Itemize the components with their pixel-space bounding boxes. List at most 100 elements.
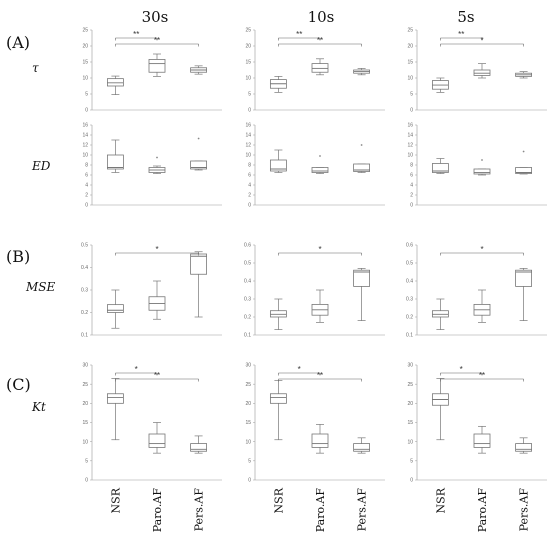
- significance-label: *: [480, 36, 483, 45]
- y-tick-label: 10: [245, 439, 251, 445]
- box-paro-af: [148, 422, 166, 454]
- y-tick-label: 20: [407, 44, 413, 50]
- y-tick-label: 8: [248, 163, 251, 169]
- y-tick-label: 25: [82, 382, 88, 388]
- y-tick-label: 0.3: [244, 297, 251, 303]
- box-iqr: [148, 433, 166, 448]
- y-tick-label: 10: [407, 439, 413, 445]
- category-label-paro-af: Paro.AF: [151, 488, 164, 533]
- y-tick-label: 10: [82, 76, 88, 82]
- box-nsr: [431, 298, 449, 330]
- y-tick-label: 0.4: [244, 279, 251, 285]
- significance-bracket: **: [278, 30, 321, 41]
- y-tick-label: 15: [407, 420, 413, 426]
- row-label-mse: MSE: [25, 280, 56, 294]
- box-nsr: [107, 75, 124, 95]
- box-iqr: [190, 160, 208, 170]
- significance-bracket: **: [440, 30, 483, 41]
- significance-label: **: [154, 371, 160, 380]
- y-tick-label: 0: [85, 203, 88, 209]
- box-paro-af: [311, 289, 329, 323]
- panel-ed-5s: 0 2 4 6 8 10 12 14 16: [407, 123, 547, 209]
- y-tick-label: 0: [248, 203, 251, 209]
- box-iqr: [269, 393, 287, 404]
- category-label-pers-af: Pers.AF: [518, 488, 531, 532]
- y-tick-label: 15: [82, 60, 88, 66]
- significance-bracket: *: [278, 365, 321, 376]
- y-tick-label: 14: [407, 133, 413, 139]
- box-nsr: [431, 77, 449, 93]
- y-tick-label: 15: [82, 420, 88, 426]
- y-tick-label: 5: [410, 92, 413, 98]
- y-tick-label: 30: [407, 363, 413, 369]
- category-labels: NSR Paro.AF Pers.AF NSR Paro.AF Pers.AF NSR Par…: [109, 487, 530, 532]
- box-iqr: [107, 304, 124, 313]
- significance-bracket: **: [278, 36, 362, 47]
- box-iqr: [353, 163, 371, 172]
- box-pers-af: [515, 437, 532, 454]
- box-iqr: [269, 159, 287, 172]
- box-pers-af: [353, 144, 371, 173]
- box-pers-af: [515, 150, 532, 175]
- y-tick-label: 0.3: [406, 297, 413, 303]
- y-tick-label: 4: [410, 183, 413, 189]
- significance-label: *: [318, 245, 321, 254]
- box-pers-af: [353, 437, 371, 454]
- y-tick-label: 0.5: [406, 261, 413, 267]
- y-tick-label: 10: [82, 153, 88, 159]
- y-tick-label: 5: [248, 92, 251, 98]
- y-tick-label: 30: [245, 363, 251, 369]
- box-pers-af: [515, 71, 532, 79]
- section-label-b: (B): [6, 247, 30, 266]
- y-tick-label: 5: [248, 459, 251, 465]
- row-label-kt: Kt: [31, 400, 46, 414]
- significance-bracket: *: [115, 365, 158, 376]
- category-label-nsr: NSR: [272, 487, 285, 513]
- significance-label: **: [296, 30, 302, 39]
- y-tick-label: 6: [85, 173, 88, 179]
- y-tick-label: 10: [82, 439, 88, 445]
- significance-label: *: [298, 365, 301, 374]
- y-tick-label: 0: [410, 478, 413, 484]
- box-nsr: [269, 76, 287, 93]
- box-paro-af: [148, 280, 166, 320]
- category-label-paro-af: Paro.AF: [476, 488, 489, 533]
- panel-mse-30s: 0.1 0.2 0.3 0.4 0.5 *: [81, 243, 222, 339]
- box-iqr: [473, 69, 491, 76]
- y-tick-label: 20: [82, 44, 88, 50]
- y-tick-label: 20: [82, 401, 88, 407]
- y-tick-label: 0: [248, 478, 251, 484]
- box-paro-af: [311, 424, 329, 454]
- row-label-tau: τ: [32, 61, 39, 75]
- box-paro-af: [311, 155, 329, 174]
- box-iqr: [190, 443, 208, 452]
- y-tick-label: 0.4: [81, 265, 88, 271]
- box-nsr: [107, 139, 124, 173]
- box-pers-af: [190, 251, 208, 318]
- y-tick-label: 0: [85, 478, 88, 484]
- box-pers-af: [190, 137, 208, 171]
- y-tick-label: 20: [245, 401, 251, 407]
- row-label-ed: ED: [31, 159, 51, 173]
- y-tick-label: 0.4: [406, 279, 413, 285]
- column-title-10s: 10s: [308, 8, 335, 26]
- box-iqr: [353, 443, 371, 452]
- box-iqr: [107, 78, 124, 87]
- y-tick-label: 25: [245, 382, 251, 388]
- box-iqr: [431, 163, 449, 173]
- box-iqr: [107, 154, 124, 170]
- box-iqr: [311, 433, 329, 448]
- y-tick-label: 10: [407, 76, 413, 82]
- significance-label: **: [133, 30, 139, 39]
- significance-label: **: [317, 371, 323, 380]
- significance-label: **: [479, 371, 485, 380]
- y-tick-label: 0.3: [81, 288, 88, 294]
- y-tick-label: 0.1: [406, 333, 413, 339]
- y-tick-label: 8: [410, 163, 413, 169]
- box-nsr: [107, 289, 124, 329]
- box-paro-af: [148, 53, 166, 77]
- box-iqr: [515, 167, 532, 174]
- y-tick-label: 6: [248, 173, 251, 179]
- panel-ed-10s: 0 2 4 6 8 10 12 14 16: [245, 123, 385, 209]
